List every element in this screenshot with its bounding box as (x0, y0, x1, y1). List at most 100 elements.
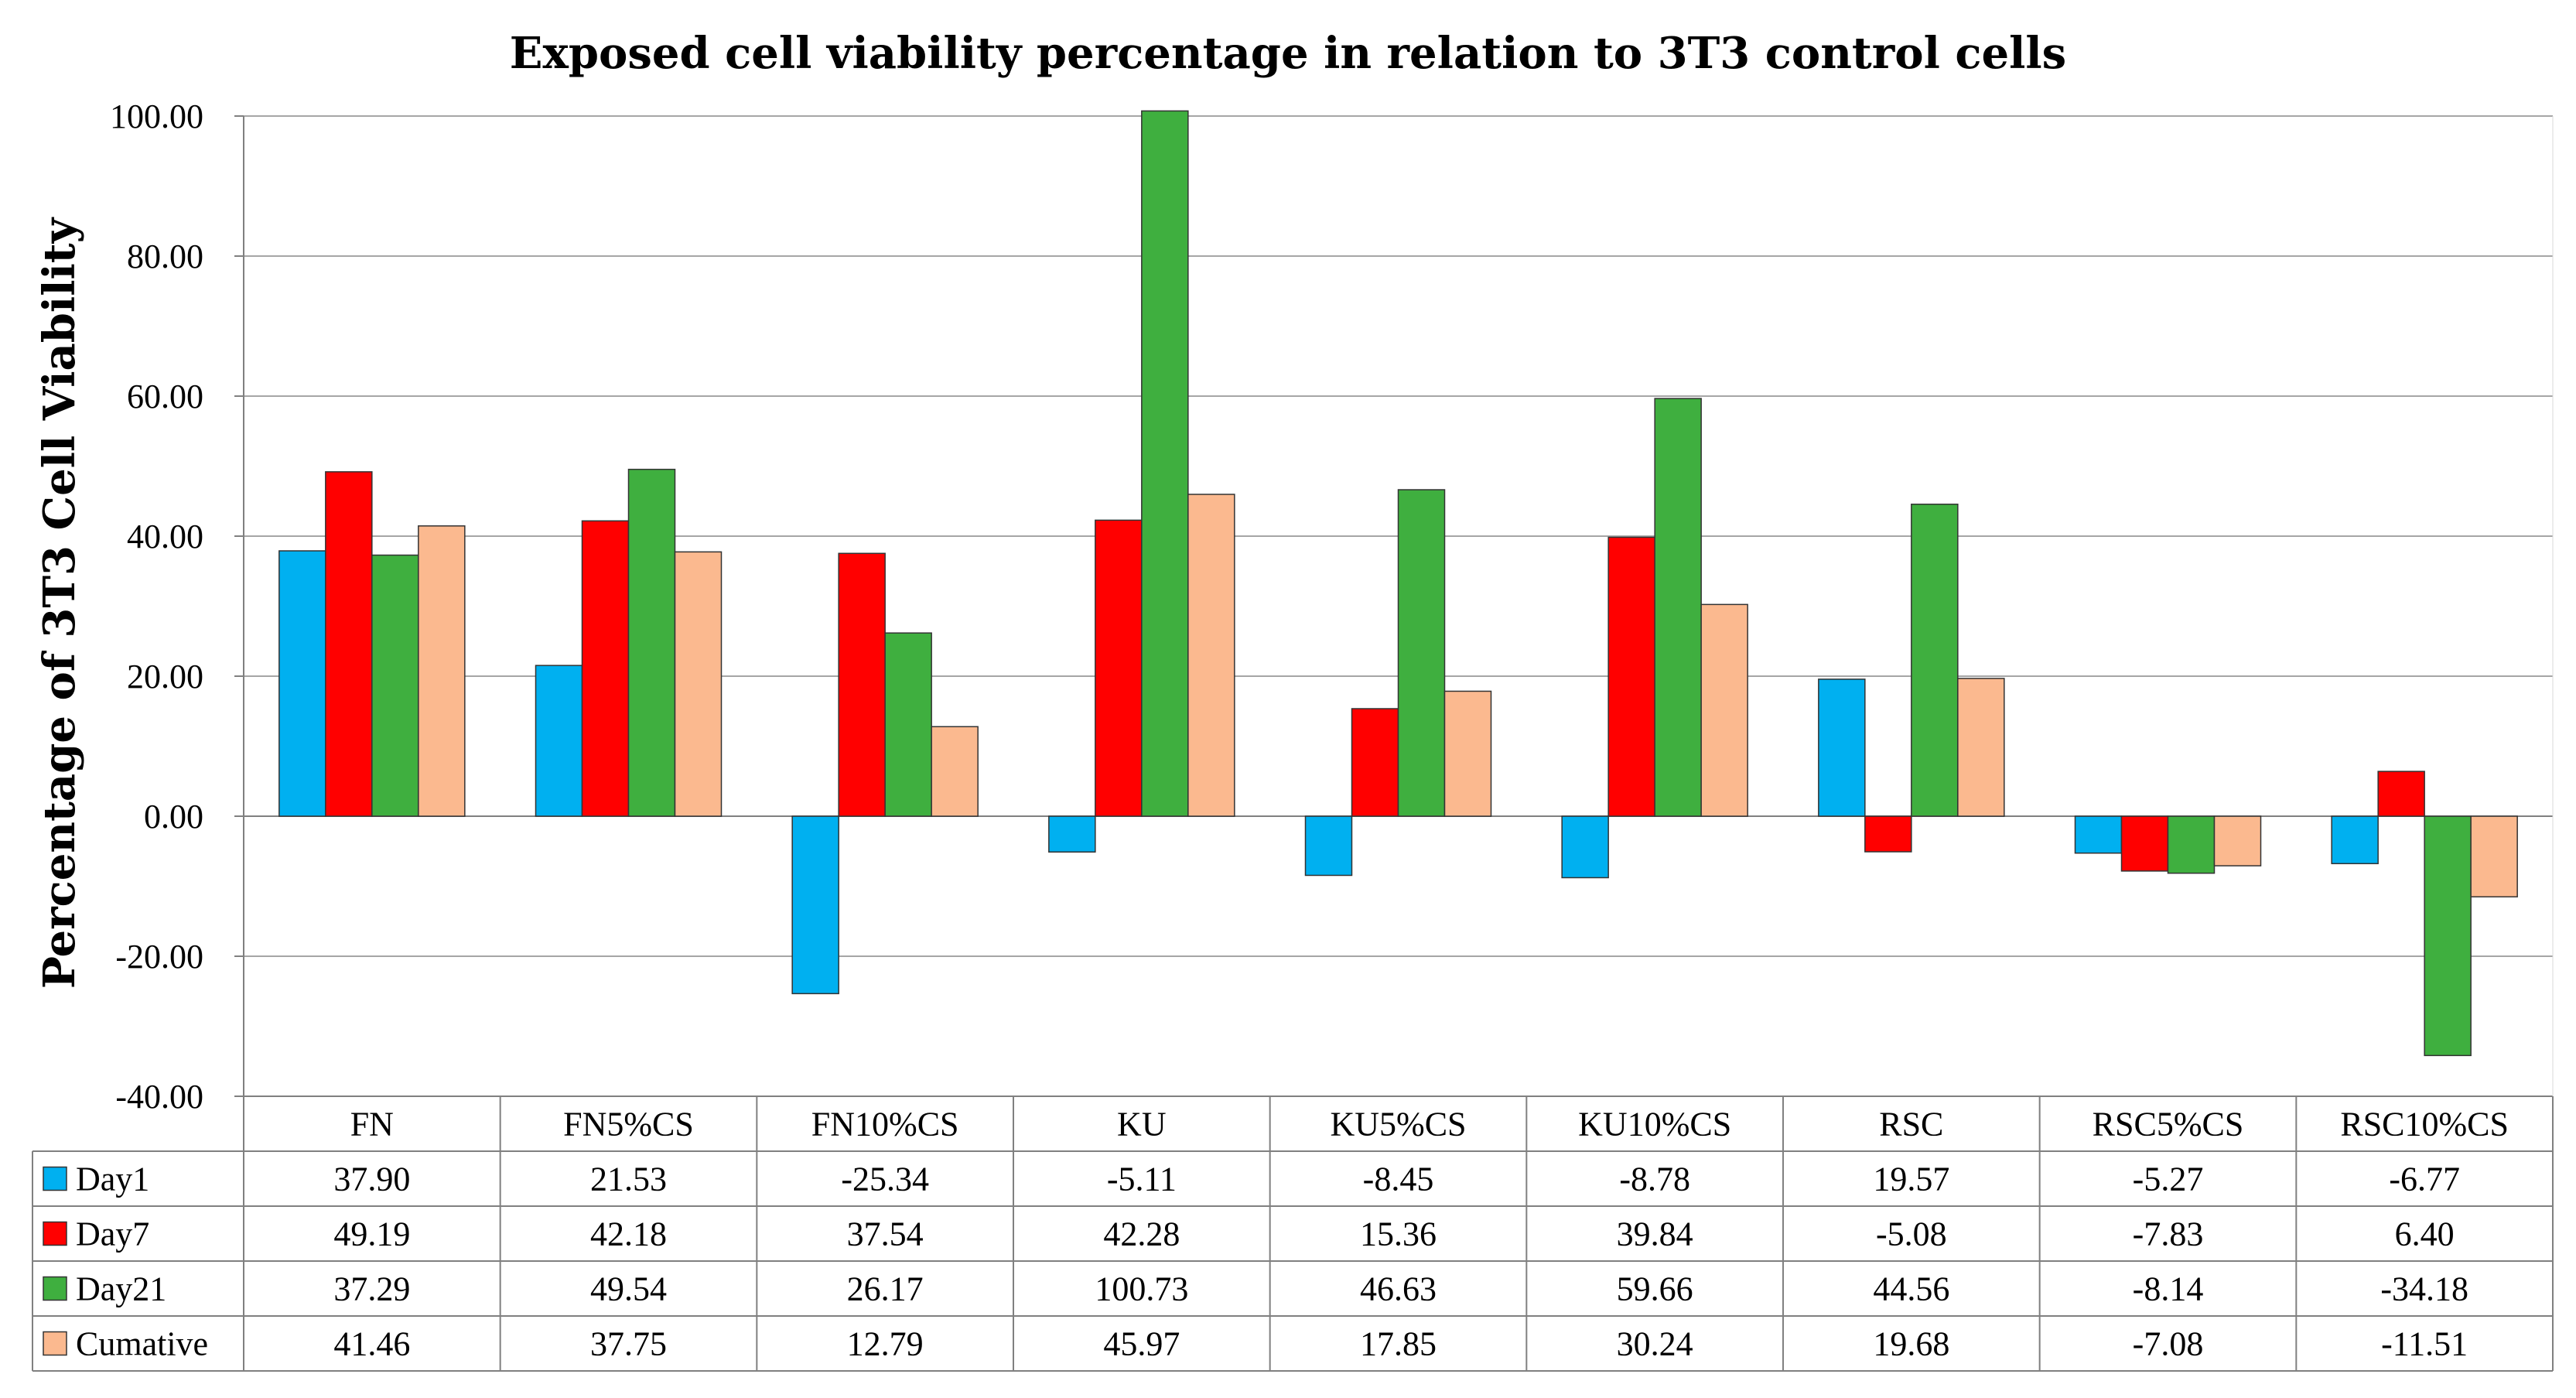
legend-label-day21: Day21 (76, 1270, 166, 1308)
data-label: 37.75 (590, 1325, 667, 1363)
data-label: 39.84 (1617, 1215, 1693, 1253)
y-tick-label: 100.00 (110, 97, 203, 135)
data-label: 19.68 (1873, 1325, 1949, 1363)
data-label: -5.08 (1876, 1215, 1947, 1253)
data-label: -8.14 (2133, 1270, 2204, 1308)
data-label: 15.36 (1360, 1215, 1437, 1253)
legend-label-day7: Day7 (76, 1215, 149, 1253)
bar-cumative-rsc10pctcs (2470, 815, 2518, 897)
data-label: -6.77 (2389, 1160, 2460, 1198)
x-tick-label: KU5%CS (1330, 1106, 1466, 1143)
data-label: 42.28 (1103, 1215, 1180, 1253)
y-axis-label: Percentage of 3T3 Cell Viability (34, 217, 85, 989)
data-label: -5.11 (1107, 1160, 1177, 1198)
bar-day21-rsc10pctcs (2424, 815, 2472, 1057)
data-label: 41.46 (333, 1325, 410, 1363)
y-tick-label: 40.00 (127, 518, 203, 555)
bar-day21-fn10pctcs (884, 632, 932, 817)
data-label: -11.51 (2381, 1325, 2468, 1363)
bar-day1-ku5pctcs (1304, 815, 1353, 877)
data-label: 44.56 (1873, 1270, 1949, 1308)
data-label: 49.54 (590, 1270, 667, 1308)
bar-day7-ku10pctcs (1607, 536, 1655, 817)
y-tick-label: 60.00 (127, 378, 203, 415)
data-label: 37.90 (333, 1160, 410, 1198)
data-label: 30.24 (1617, 1325, 1693, 1363)
bar-cumative-fn5pctcs (674, 551, 723, 817)
x-tick-label: RSC5%CS (2093, 1106, 2244, 1143)
data-label: -25.34 (841, 1160, 929, 1198)
data-label: 46.63 (1360, 1270, 1437, 1308)
bar-day7-fn5pctcs (581, 520, 630, 817)
bar-cumative-fn (418, 525, 466, 817)
y-tick-label: 0.00 (144, 798, 203, 836)
legend-swatch-day1 (43, 1166, 67, 1191)
bar-cumative-fn10pctcs (931, 726, 979, 817)
data-label: 12.79 (847, 1325, 924, 1363)
data-label: 42.18 (590, 1215, 667, 1253)
bar-day1-ku10pctcs (1561, 815, 1609, 879)
data-label: -34.18 (2380, 1270, 2468, 1308)
data-label: 21.53 (590, 1160, 667, 1198)
bars (278, 110, 2518, 1057)
x-tick-label: FN10%CS (811, 1106, 959, 1143)
data-label: 37.54 (847, 1215, 924, 1253)
bar-day1-rsc10pctcs (2331, 815, 2379, 865)
bar-day21-fn5pctcs (627, 468, 676, 817)
x-tick-label: FN5%CS (563, 1106, 694, 1143)
bar-cumative-rsc (1957, 678, 2005, 817)
bar-day21-ku (1141, 110, 1189, 817)
y-tick-label: 80.00 (127, 238, 203, 275)
data-label: 17.85 (1360, 1325, 1437, 1363)
legend-label-cumative: Cumative (76, 1325, 208, 1363)
bar-day7-rsc10pctcs (2377, 771, 2425, 817)
legend-swatch-day7 (43, 1221, 67, 1246)
data-label: 100.73 (1095, 1270, 1188, 1308)
data-label: 49.19 (333, 1215, 410, 1253)
y-tick-label: -40.00 (115, 1078, 203, 1116)
bar-day21-rsc5pctcs (2167, 815, 2216, 874)
bar-day7-fn (325, 471, 373, 817)
x-tick-label: FN (350, 1106, 394, 1143)
bar-day1-rsc (1818, 678, 1866, 817)
bar-day1-fn5pctcs (535, 665, 583, 817)
data-label: -7.83 (2133, 1215, 2204, 1253)
x-tick-label: RSC10%CS (2340, 1106, 2509, 1143)
bar-day1-rsc5pctcs (2074, 815, 2123, 854)
bar-cumative-ku5pctcs (1443, 690, 1492, 817)
data-label: -5.27 (2133, 1160, 2204, 1198)
bar-day21-rsc (1911, 503, 1959, 817)
x-tick-label: KU10%CS (1578, 1106, 1731, 1143)
bar-day7-fn10pctcs (838, 552, 886, 817)
bar-day1-fn (278, 550, 326, 817)
data-label: -8.78 (1619, 1160, 1690, 1198)
data-label: 6.40 (2395, 1215, 2455, 1253)
bar-day1-ku (1048, 815, 1096, 853)
data-table: FN FN5%CS FN10%CS KU KU5%CS KU10%CS RSC RSC5%CS… (32, 116, 2554, 1372)
y-tick-label: 20.00 (127, 658, 203, 696)
bar-day21-fn (371, 554, 419, 817)
bar-cumative-rsc5pctcs (2213, 815, 2262, 866)
y-tick-label: -20.00 (115, 938, 203, 976)
data-label: -7.08 (2133, 1325, 2204, 1363)
legend-swatch-cumative (43, 1331, 67, 1356)
bar-day7-rsc5pctcs (2120, 815, 2169, 872)
bar-cumative-ku10pctcs (1700, 603, 1748, 817)
data-label: 37.29 (333, 1270, 410, 1308)
x-tick-label: RSC (1879, 1106, 1943, 1143)
legend-swatch-day21 (43, 1276, 67, 1301)
bar-day21-ku5pctcs (1397, 489, 1446, 817)
data-label: 26.17 (847, 1270, 924, 1308)
data-label: -8.45 (1363, 1160, 1434, 1198)
bar-day1-fn10pctcs (791, 815, 839, 995)
data-label: 19.57 (1873, 1160, 1949, 1198)
axes: -40.00 -20.00 0.00 20.00 40.00 60.00 80.00 100.… (110, 97, 2553, 1116)
legend-label-day1: Day1 (76, 1160, 149, 1198)
bar-day7-ku5pctcs (1351, 708, 1399, 817)
data-label: 45.97 (1103, 1325, 1180, 1363)
bar-day21-ku10pctcs (1654, 398, 1702, 817)
chart-title: Exposed cell viability percentage in rel… (510, 28, 2066, 79)
bar-cumative-ku (1187, 494, 1235, 817)
x-tick-label: KU (1117, 1106, 1167, 1143)
